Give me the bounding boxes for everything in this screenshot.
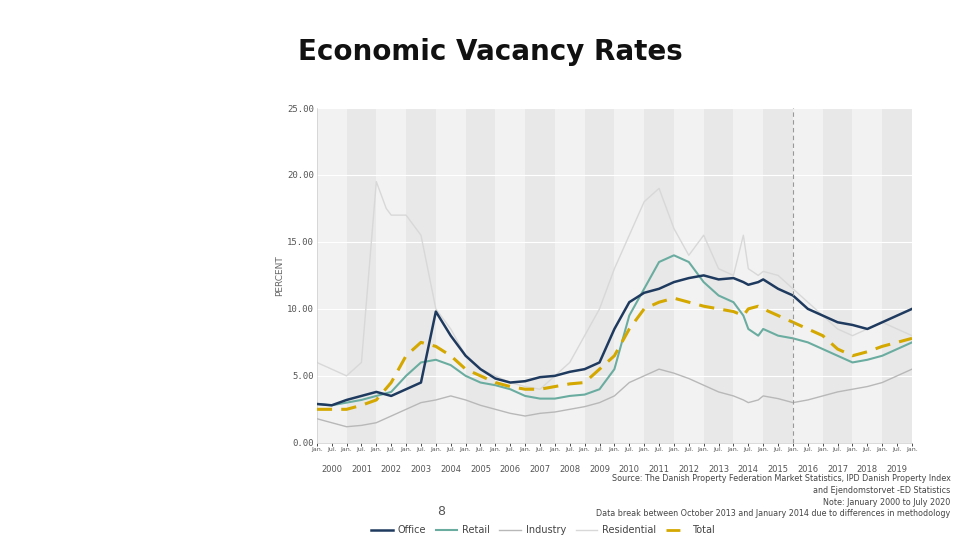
Text: Economic Vacancy Rates: Economic Vacancy Rates [298, 38, 683, 66]
Bar [882, 108, 912, 443]
Text: 2018: 2018 [856, 465, 878, 474]
Text: 2013: 2013 [708, 465, 730, 474]
Bar [436, 108, 466, 443]
Bar [823, 108, 852, 443]
Text: 2005: 2005 [470, 465, 491, 474]
Legend: Office, Retail, Industry, Residential, Total: Office, Retail, Industry, Residential, T… [368, 521, 719, 539]
Bar [555, 108, 585, 443]
Text: 2009: 2009 [589, 465, 610, 474]
Text: 2004: 2004 [441, 465, 461, 474]
Bar [376, 108, 406, 443]
Bar [347, 108, 376, 443]
Text: 2019: 2019 [887, 465, 907, 474]
Text: 2006: 2006 [499, 465, 521, 474]
Text: 2002: 2002 [381, 465, 401, 474]
Text: 2014: 2014 [738, 465, 758, 474]
Bar [614, 108, 644, 443]
Text: 2017: 2017 [827, 465, 849, 474]
Text: Source: The Danish Property Federation Market Statistics, IPD Danish Property In: Source: The Danish Property Federation M… [596, 474, 950, 518]
Text: 2008: 2008 [559, 465, 581, 474]
Text: 2011: 2011 [649, 465, 669, 474]
Bar [704, 108, 733, 443]
Bar [733, 108, 763, 443]
Bar [644, 108, 674, 443]
Bar [317, 108, 347, 443]
Bar [763, 108, 793, 443]
Text: 2000: 2000 [322, 465, 342, 474]
Text: 2012: 2012 [679, 465, 699, 474]
Bar [525, 108, 555, 443]
Text: 2010: 2010 [619, 465, 639, 474]
Wedge shape [43, 394, 50, 475]
Y-axis label: PERCENT: PERCENT [276, 255, 284, 296]
Text: 8: 8 [438, 505, 445, 518]
Bar [912, 108, 942, 443]
Text: 2015: 2015 [768, 465, 788, 474]
Bar [406, 108, 436, 443]
Text: 2001: 2001 [351, 465, 372, 474]
Bar [852, 108, 882, 443]
Bar [674, 108, 704, 443]
Bar [793, 108, 823, 443]
Bar [585, 108, 614, 443]
Text: 2007: 2007 [529, 465, 551, 474]
Bar [466, 108, 495, 443]
Bar [495, 108, 525, 443]
Text: 2003: 2003 [410, 465, 432, 474]
Text: 2016: 2016 [797, 465, 819, 474]
